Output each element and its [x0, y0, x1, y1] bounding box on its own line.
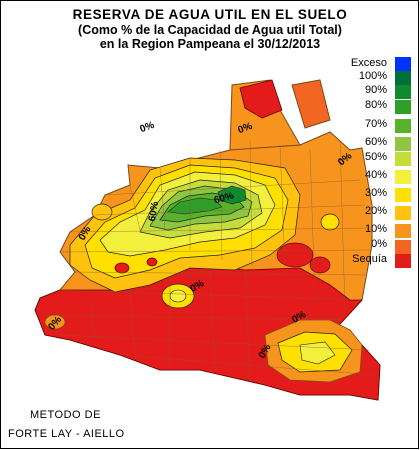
south-east-yellow-2: [299, 341, 336, 365]
legend-label-30: 30%: [364, 187, 387, 199]
legend-swatch-80: [395, 100, 411, 114]
legend-swatch-50: [395, 152, 411, 166]
legend-label-60: 60%: [364, 136, 387, 148]
east-drought-patch-2: [309, 256, 331, 274]
legend-swatch-10: [395, 224, 411, 238]
legend-label-90: 90%: [364, 84, 387, 96]
map-region-date: en la Region Pampeana el 30/12/2013: [99, 37, 321, 51]
center-drought-patch: [146, 257, 158, 267]
legend-label-80: 80%: [364, 99, 387, 111]
legend-label-70: 70%: [364, 118, 387, 130]
legend-label-0: 0%: [371, 238, 387, 250]
legend-swatch-sequia: [395, 254, 411, 268]
legend-swatch-0: [395, 240, 411, 254]
method-line2: FORTE LAY - AIELLO: [8, 428, 125, 440]
central-zone-80: [167, 197, 223, 215]
legend-label-20: 20%: [364, 205, 387, 217]
legend-swatch-90: [395, 85, 411, 99]
west-drought-patch: [114, 262, 130, 274]
central-zone-90: [217, 185, 247, 205]
legend-swatch-30: [395, 188, 411, 202]
legend-swatch-60: [395, 137, 411, 151]
legend-label-50: 50%: [364, 151, 387, 163]
legend-swatch-exceso: [395, 57, 411, 71]
north-east: [291, 79, 331, 129]
legend-label-exceso: Exceso: [350, 57, 387, 69]
center-yellow-pocket-inner: [169, 289, 187, 303]
map-subtitle: (Como % de la Capacidad de Agua util Tot…: [78, 23, 342, 37]
east-drought-patch: [276, 242, 314, 268]
north-drought: [239, 79, 283, 119]
legend-label-100: 100%: [358, 70, 387, 82]
legend-label-40: 40%: [364, 169, 387, 181]
method-line1: METODO DE: [30, 409, 101, 421]
legend-swatch-20: [395, 206, 411, 220]
legend-label-10: 10%: [364, 223, 387, 235]
ne-yellow-pocket: [320, 213, 340, 231]
legend-swatch-70: [395, 119, 411, 133]
nw-yellow-pocket: [91, 203, 113, 221]
legend-swatch-40: [395, 170, 411, 184]
map-title: RESERVA DE AGUA UTIL EN EL SUELO: [72, 7, 348, 22]
legend-label-sequia: Sequía: [352, 253, 387, 265]
legend-swatch-100: [395, 71, 411, 85]
department-boundaries: [44, 139, 376, 381]
